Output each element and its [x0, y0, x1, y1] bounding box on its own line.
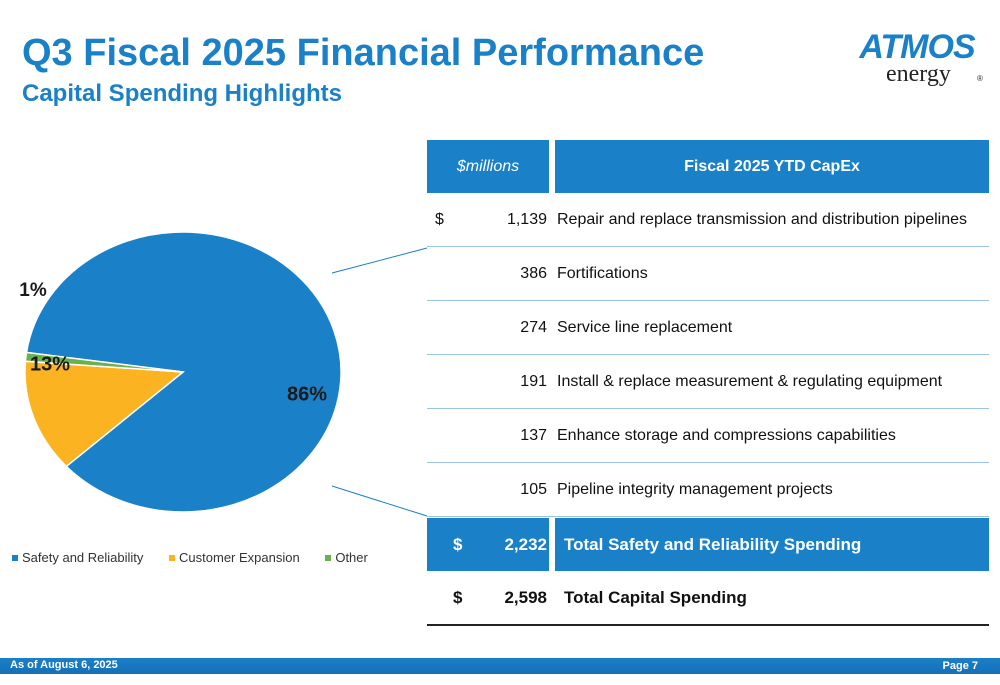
table-body: $ 1,139 Repair and replace transmission …	[427, 193, 989, 626]
logo-registered-mark: ®	[977, 74, 983, 83]
row-amount: 2,232	[504, 534, 547, 554]
table-header: $millions Fiscal 2025 YTD CapEx	[427, 140, 989, 193]
logo-brand-text: ATMOS	[859, 28, 975, 66]
pie-data-label: 86%	[287, 383, 327, 405]
pie-data-label: 1%	[19, 280, 47, 301]
row-description: Total Capital Spending	[564, 587, 747, 607]
callout-line-top	[331, 247, 428, 274]
row-amount: 386	[520, 264, 547, 282]
row-description: Fortifications	[557, 264, 648, 282]
header-capex: Fiscal 2025 YTD CapEx	[555, 140, 989, 193]
company-logo: ATMOS energy ®	[848, 30, 988, 90]
pie-slice-other	[24, 351, 184, 373]
page-subtitle: Capital Spending Highlights	[22, 80, 342, 107]
row-currency: $	[453, 588, 463, 607]
legend-label: Customer Expansion	[179, 550, 300, 565]
callout-line-bottom	[331, 485, 428, 517]
page-title: Q3 Fiscal 2025 Financial Performance	[22, 32, 705, 74]
header-units: $millions	[427, 140, 549, 193]
row-amount: 105	[520, 480, 547, 498]
cell-divider	[549, 518, 555, 571]
legend-swatch	[169, 554, 176, 561]
capex-table: $millions Fiscal 2025 YTD CapEx $ 1,139 …	[427, 140, 989, 626]
legend-swatch	[12, 554, 18, 561]
table-row: 105 Pipeline integrity management projec…	[427, 463, 989, 517]
row-amount: 137	[520, 426, 547, 444]
table-row: $ 1,139 Repair and replace transmission …	[427, 193, 989, 247]
pie-slice-customer-expansion	[24, 360, 185, 468]
row-amount: 191	[520, 372, 547, 390]
row-currency: $	[435, 211, 444, 228]
pie-data-label: 13%	[30, 353, 70, 375]
table-row: 191 Install & replace measurement & regu…	[427, 355, 989, 409]
table-row: 274 Service line replacement	[427, 301, 989, 355]
logo-sub-text: energy	[886, 61, 951, 87]
legend-item-other: Other	[325, 550, 368, 565]
row-description: Repair and replace transmission and dist…	[557, 210, 968, 228]
row-description: Total Safety and Reliability Spending	[564, 534, 862, 554]
table-row: 386 Fortifications	[427, 247, 989, 301]
row-amount: 2,598	[504, 587, 547, 607]
legend-label: Safety and Reliability	[22, 550, 144, 565]
row-amount: 1,139	[506, 210, 547, 228]
pie-chart: 86% 13% 1%	[19, 231, 342, 513]
legend-item-safety: Safety and Reliability	[12, 550, 143, 565]
legend-swatch	[325, 554, 332, 561]
footer-date: As of August 6, 2025	[10, 659, 118, 671]
legend-item-expansion: Customer Expansion	[169, 550, 300, 565]
row-currency: $	[453, 535, 463, 554]
legend-label: Other	[335, 550, 368, 565]
row-amount: 274	[520, 318, 547, 336]
row-description: Service line replacement	[557, 318, 733, 336]
row-description: Install & replace measurement & regulati…	[557, 372, 943, 390]
row-description: Pipeline integrity management projects	[557, 480, 833, 498]
page-number: Page 7	[942, 660, 978, 672]
total-safety-row: $ 2,232 Total Safety and Reliability Spe…	[427, 518, 989, 571]
chart-legend: Safety and Reliability Customer Expansio…	[12, 550, 390, 565]
total-capital-row: $ 2,598 Total Capital Spending	[427, 571, 989, 626]
row-description: Enhance storage and compressions capabil…	[557, 426, 896, 444]
footer-bar: As of August 6, 2025 Page 7	[0, 658, 1000, 674]
table-row: 137 Enhance storage and compressions cap…	[427, 409, 989, 463]
